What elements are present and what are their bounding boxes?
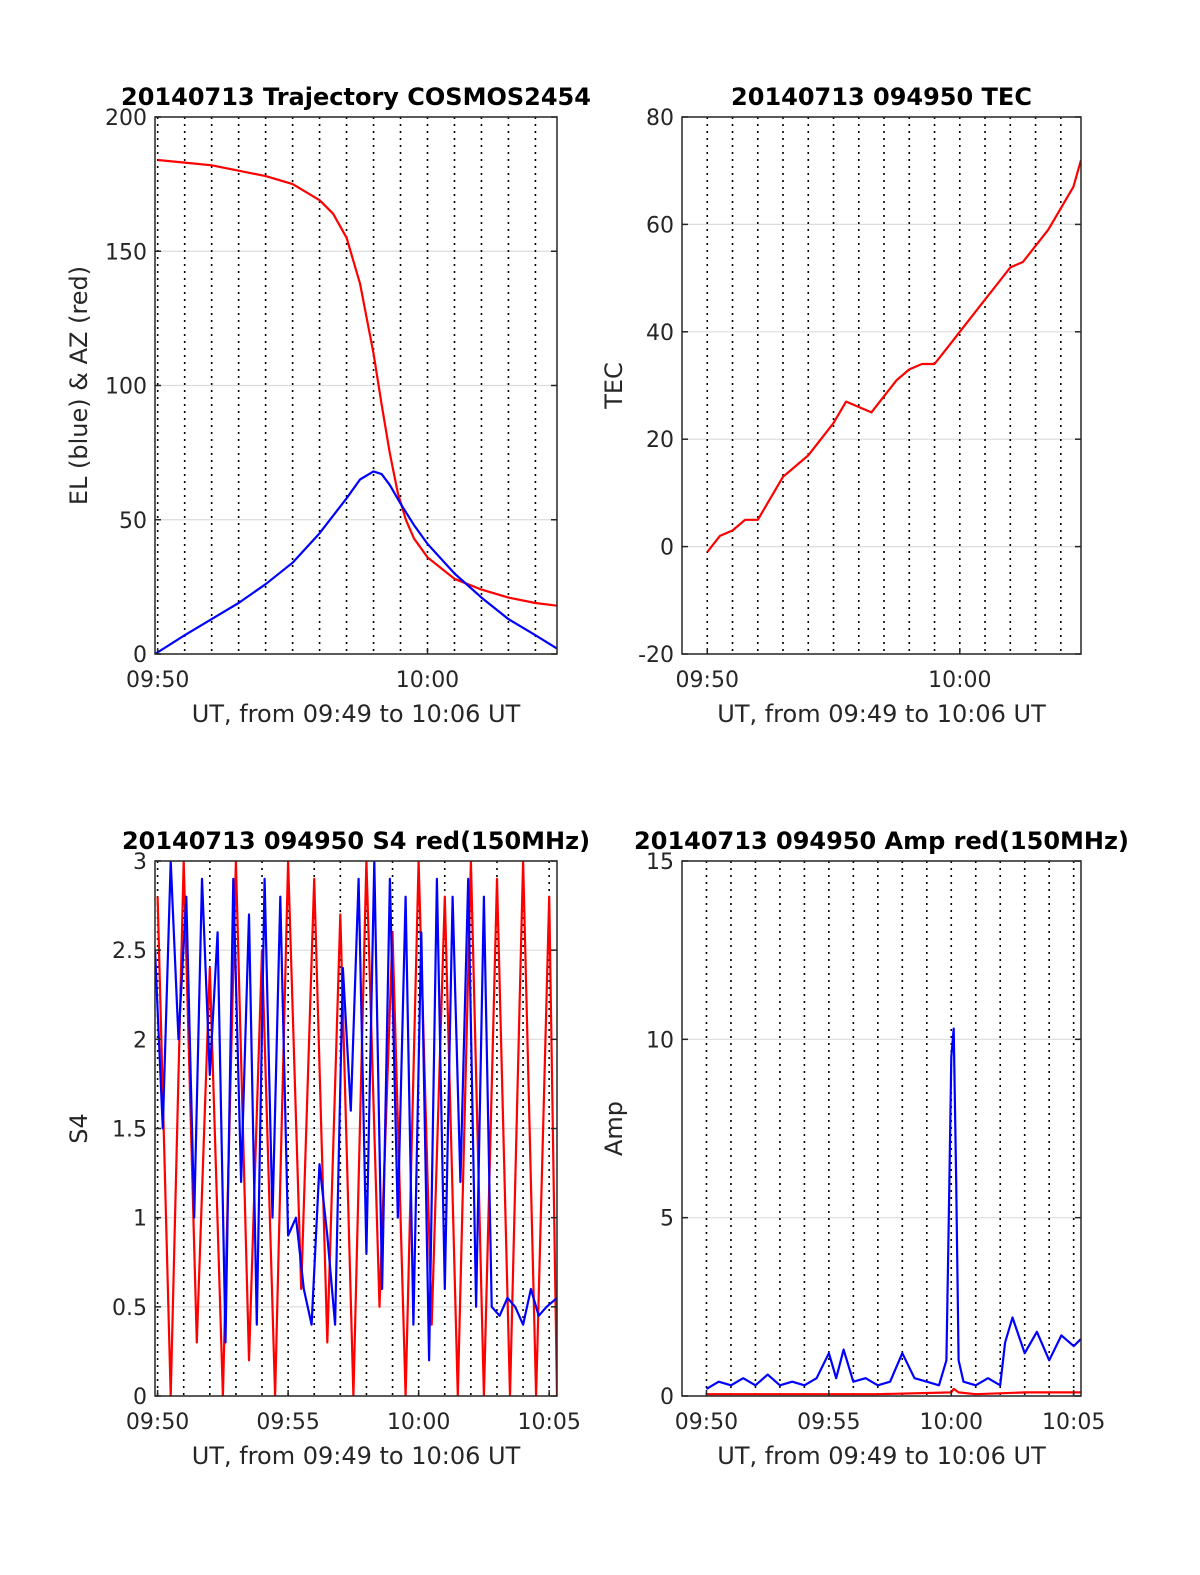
y-tick-label-1: 0.5: [112, 1296, 147, 1321]
y-axis-label: Amp: [600, 1101, 628, 1156]
y-axis-label: S4: [65, 1113, 93, 1144]
y-tick-label-0: 0: [133, 1385, 147, 1410]
y-tick-label-2: 1: [133, 1207, 147, 1232]
series-line-1: [155, 470, 557, 654]
axes-box: [681, 116, 1082, 655]
x-axis-label: UT, from 09:49 to 10:06 UT: [717, 700, 1046, 728]
y-tick-label-3: 15: [646, 850, 674, 875]
subplot-3: 0 0.5 1 1.5 2 2.5 3 09:50 09:55 10:00 10:05 2014071…: [65, 827, 590, 1470]
y-tick-label-4: 200: [105, 106, 147, 131]
y-tick-label-1: 0: [660, 536, 674, 561]
x-tick-label-2: 10:00: [387, 1410, 450, 1435]
x-tick-label-3: 10:05: [1042, 1410, 1105, 1435]
plot-area: [682, 861, 1081, 1396]
y-axis-label: EL (blue) & AZ (red): [65, 266, 93, 505]
subplot-2: -20 0 20 40 60 80 09:50 10:00 20140713 094950 TE…: [600, 83, 1082, 728]
chart-title: 20140713 094950 TEC: [731, 83, 1032, 111]
axes-box: [681, 860, 1082, 1397]
x-tick-label-3: 10:05: [517, 1410, 580, 1435]
x-axis-label: UT, from 09:49 to 10:06 UT: [717, 1442, 1046, 1470]
y-tick-label-0: 0: [660, 1385, 674, 1410]
x-tick-label-1: 09:55: [797, 1410, 860, 1435]
x-tick-label-0: 09:50: [676, 668, 739, 693]
plot-area: [682, 117, 1081, 654]
series-line-1: [705, 1027, 1081, 1390]
y-axis-label: TEC: [600, 362, 628, 410]
subplot-4: 0 5 10 15 09:50 09:55 10:00 10:05 20140713 09495…: [600, 827, 1129, 1470]
y-tick-label-3: 1.5: [112, 1118, 147, 1143]
x-tick-label-1: 09:55: [256, 1410, 319, 1435]
y-tick-label-5: 2.5: [112, 939, 147, 964]
subplot-1: 0 50 100 150 200 09:50 10:00 20140713 Trajector…: [65, 83, 591, 728]
series-line-1: [155, 861, 557, 1362]
y-tick-label-3: 150: [105, 240, 147, 265]
chart-title: 20140713 Trajectory COSMOS2454: [121, 83, 591, 111]
series-line-0: [706, 159, 1081, 553]
y-tick-label-5: 80: [646, 106, 674, 131]
chart-title: 20140713 094950 S4 red(150MHz): [122, 827, 590, 855]
y-tick-label-3: 40: [646, 321, 674, 346]
y-tick-label-4: 2: [133, 1028, 147, 1053]
y-tick-label-2: 10: [646, 1028, 674, 1053]
x-axis-label: UT, from 09:49 to 10:06 UT: [192, 700, 521, 728]
y-tick-label-2: 100: [105, 375, 147, 400]
x-tick-label-0: 09:50: [675, 1410, 738, 1435]
x-axis-label: UT, from 09:49 to 10:06 UT: [192, 1442, 521, 1470]
x-tick-label-0: 09:50: [126, 1410, 189, 1435]
x-tick-label-1: 10:00: [396, 668, 459, 693]
y-tick-label-0: -20: [638, 643, 674, 668]
y-tick-label-6: 3: [133, 850, 147, 875]
x-tick-label-0: 09:50: [126, 668, 189, 693]
x-tick-label-1: 10:00: [928, 668, 991, 693]
x-tick-label-2: 10:00: [920, 1410, 983, 1435]
y-tick-label-1: 5: [660, 1207, 674, 1232]
y-tick-label-0: 0: [133, 643, 147, 668]
y-tick-label-1: 50: [119, 509, 147, 534]
y-tick-label-4: 60: [646, 213, 674, 238]
y-tick-label-2: 20: [646, 428, 674, 453]
chart-title: 20140713 094950 Amp red(150MHz): [634, 827, 1129, 855]
